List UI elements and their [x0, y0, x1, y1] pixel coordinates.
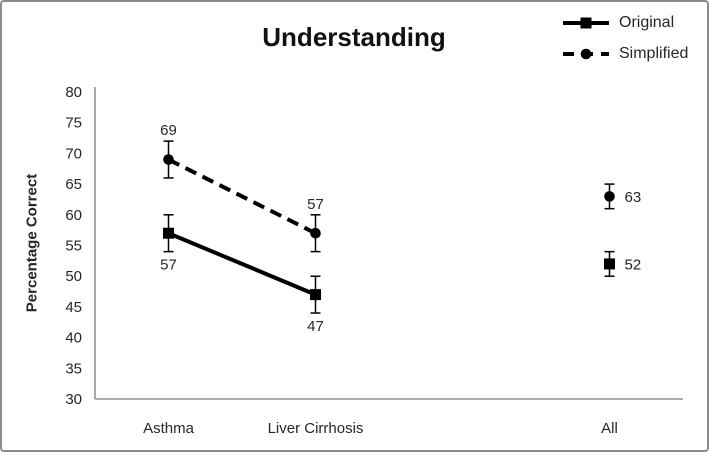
y-tick-label: 35	[65, 360, 82, 377]
x-category-label: Liver Cirrhosis	[268, 420, 364, 437]
y-tick-label: 65	[65, 176, 82, 193]
legend-sample-svg	[563, 48, 609, 60]
legend-marker-circle	[580, 48, 592, 60]
y-tick-label: 60	[65, 207, 82, 224]
marker-circle	[604, 191, 615, 202]
legend-item-simplified: Simplified	[563, 45, 693, 63]
legend-item-original: Original	[563, 14, 693, 32]
x-category-label: Asthma	[143, 420, 195, 437]
y-tick-label: 70	[65, 145, 82, 162]
marker-square	[163, 227, 174, 239]
series-original	[163, 214, 615, 314]
data-label-simplified-1: 57	[307, 196, 324, 213]
data-label-original-1: 47	[307, 318, 324, 335]
data-label-original-0: 57	[160, 257, 177, 274]
y-tick-label: 55	[65, 238, 82, 255]
chart-legend: Original Simplified	[563, 14, 693, 63]
legend-original-label: Original	[619, 14, 675, 31]
legend-original-line-sample	[563, 16, 611, 30]
y-tick-label: 75	[65, 115, 82, 132]
series-line	[167, 157, 317, 236]
y-tick-label: 40	[65, 330, 82, 347]
data-label-original-2: 52	[625, 256, 642, 273]
y-tick-label: 30	[65, 391, 82, 408]
data-label-simplified-0: 69	[160, 122, 177, 139]
data-label-simplified-2: 63	[625, 189, 642, 206]
legend-simplified-label: Simplified	[619, 45, 689, 62]
marker-circle	[310, 227, 321, 239]
x-category-label: All	[601, 420, 618, 437]
y-tick-label: 45	[65, 299, 82, 316]
y-tick-label: 50	[65, 268, 82, 285]
y-tick-label: 80	[65, 84, 82, 101]
legend-sample-svg	[563, 17, 609, 29]
chart-title: Understanding	[262, 22, 446, 52]
series-simplified	[163, 140, 615, 253]
legend-marker-square	[580, 17, 592, 29]
marker-square	[604, 258, 615, 270]
legend-simplified-line-sample	[563, 47, 611, 61]
marker-circle	[163, 154, 174, 165]
series-line	[167, 231, 317, 297]
marker-square	[310, 289, 321, 301]
